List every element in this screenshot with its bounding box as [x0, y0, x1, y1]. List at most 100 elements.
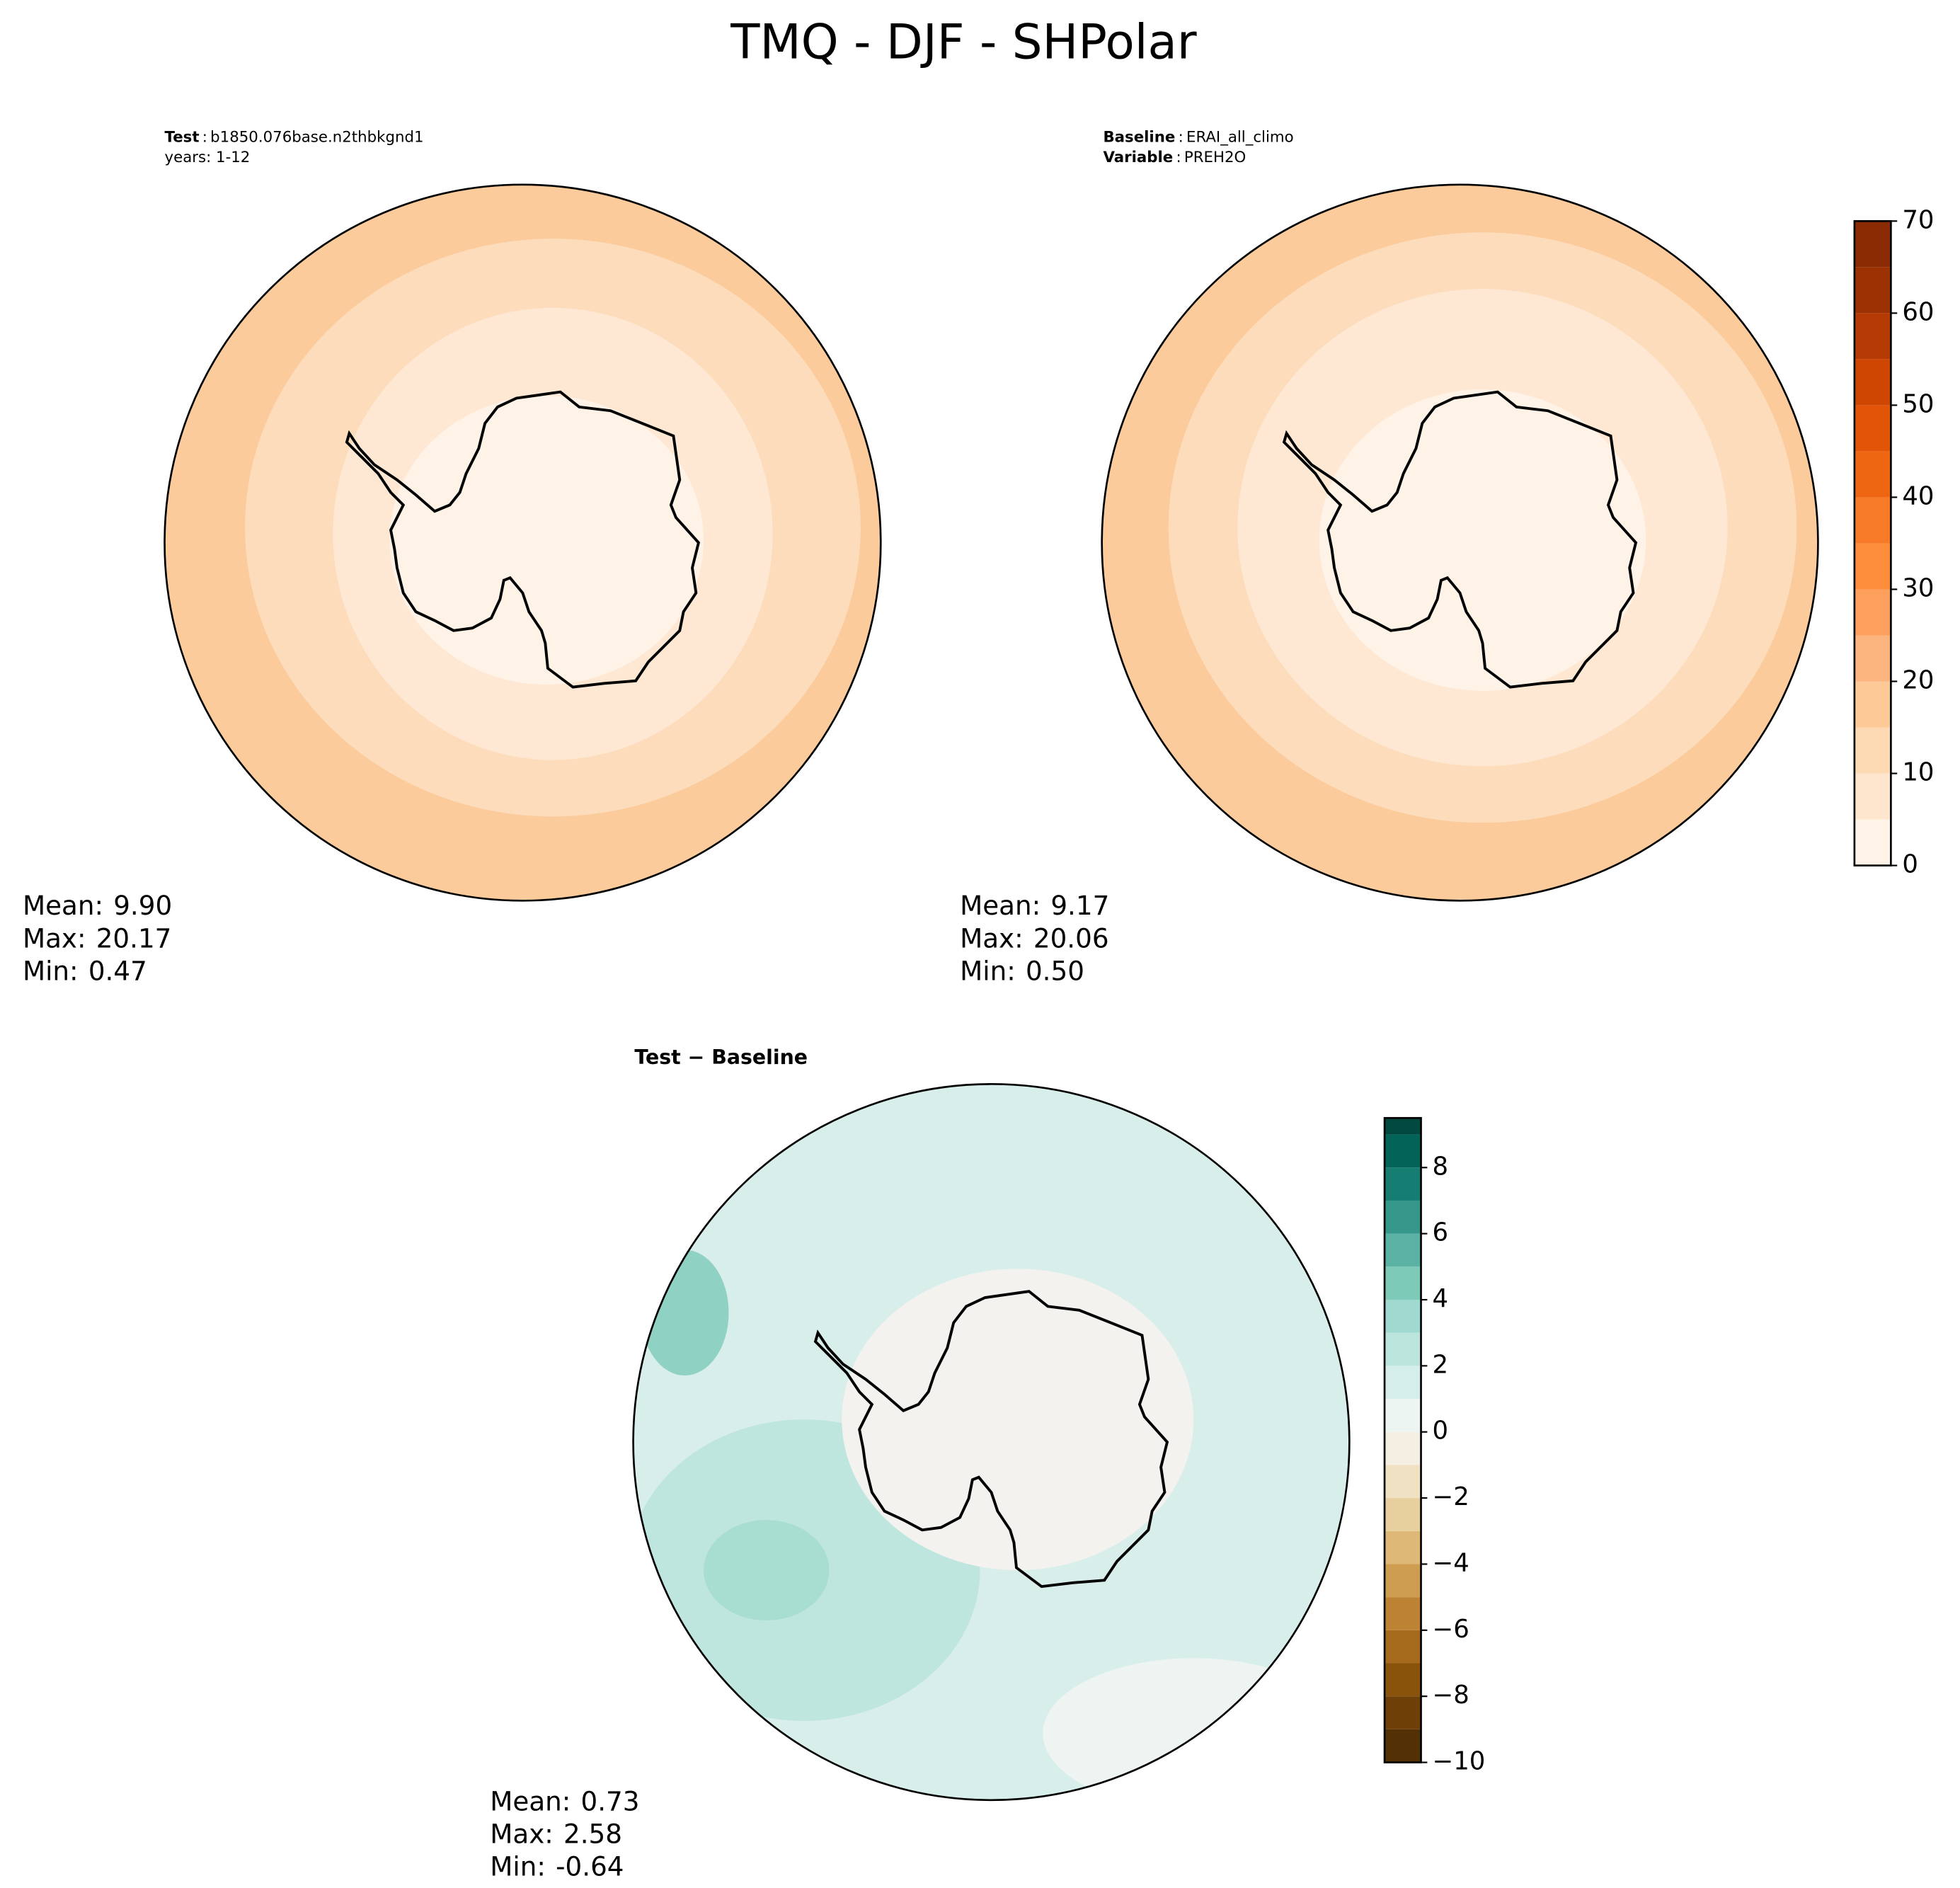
- colorbar-band: [1385, 1431, 1421, 1465]
- stat: Max: 20.17: [23, 922, 171, 954]
- colorbar-band: [1854, 221, 1891, 268]
- colorbar-band: [1385, 1531, 1421, 1564]
- colorbar-band: [1854, 681, 1891, 728]
- colorbar-band: [1385, 1366, 1421, 1400]
- colorbar-band: [1385, 1118, 1421, 1135]
- separator: :: [200, 129, 211, 147]
- figure-title: TMQ - DJF - SHPolar: [730, 13, 1197, 69]
- colorbar-band: [1385, 1332, 1421, 1366]
- stat-label: Max:: [23, 922, 86, 954]
- colorbar-band: [1854, 819, 1891, 866]
- colorbar-band: [1854, 727, 1891, 774]
- colorbar-band: [1385, 1564, 1421, 1598]
- map-baseline: [1101, 184, 1818, 901]
- map-test: [164, 184, 881, 901]
- colorbar-frame: [1853, 219, 1892, 866]
- separator: :: [1175, 129, 1186, 147]
- colorbar-band: [1854, 267, 1891, 314]
- panel-subtitle: years: 1-12: [165, 149, 251, 166]
- stat-label: Max:: [960, 922, 1024, 954]
- stat-label: Mean:: [490, 1785, 571, 1817]
- colorbar-band: [1385, 1266, 1421, 1300]
- value: b1850.076base.n2thbkgnd1: [210, 129, 423, 147]
- stat-label: Mean:: [23, 890, 103, 921]
- stat-value: 9.17: [1050, 890, 1109, 921]
- tick-label: 6: [1433, 1218, 1449, 1247]
- colorbar-band: [1854, 635, 1891, 682]
- stat-label: Min:: [960, 955, 1016, 986]
- colorbar-band: [1385, 1696, 1421, 1729]
- tick-label: 0: [1433, 1417, 1449, 1446]
- value: PREH2O: [1184, 149, 1246, 166]
- stat: Mean: 9.17: [960, 890, 1109, 921]
- stat: Min: -0.64: [490, 1850, 624, 1882]
- colorbar-band: [1854, 589, 1891, 636]
- stat-label: Min:: [490, 1850, 546, 1882]
- stat: Max: 20.06: [960, 922, 1108, 954]
- tick-label: 4: [1433, 1284, 1449, 1313]
- colorbar-band: [1385, 1233, 1421, 1267]
- colorbar-band: [1385, 1300, 1421, 1333]
- colorbar-band: [1854, 497, 1891, 544]
- tick-label: 10: [1902, 758, 1934, 787]
- stat-value: 2.58: [563, 1818, 622, 1849]
- tick-label: 2: [1433, 1350, 1449, 1379]
- panel-title: Test − Baseline: [634, 1046, 808, 1069]
- colorbar-band: [1385, 1729, 1421, 1763]
- label: Variable: [1103, 149, 1173, 166]
- tick-label: 40: [1902, 481, 1934, 510]
- tick-label: 30: [1902, 573, 1934, 602]
- colorbar-frame: [1383, 1116, 1422, 1763]
- stat-value: 9.90: [113, 890, 172, 921]
- stat-value: 20.06: [1033, 922, 1109, 954]
- colorbar-band: [1854, 359, 1891, 406]
- colorbar-band: [1854, 543, 1891, 590]
- tick-label: 60: [1902, 297, 1934, 326]
- stat-label: Mean:: [960, 890, 1041, 921]
- stat-label: Max:: [490, 1818, 554, 1849]
- colorbar-band: [1385, 1498, 1421, 1531]
- colorbar-band: [1385, 1630, 1421, 1664]
- tick-label: −10: [1433, 1747, 1486, 1776]
- label: Baseline: [1103, 129, 1175, 147]
- map-border: [164, 183, 882, 902]
- stat: Min: 0.50: [960, 955, 1084, 986]
- tick-label: 0: [1902, 850, 1918, 879]
- tick-label: −2: [1433, 1482, 1469, 1511]
- map-border: [1101, 183, 1819, 902]
- stat-label: Min:: [23, 955, 79, 986]
- colorbar-band: [1385, 1200, 1421, 1234]
- stat: Min: 0.47: [23, 955, 147, 986]
- map-difference: [633, 1084, 1350, 1800]
- tick-label: 20: [1902, 666, 1934, 695]
- stat: Mean: 9.90: [23, 890, 172, 921]
- colorbar-band: [1385, 1465, 1421, 1499]
- colorbar-band: [1385, 1167, 1421, 1201]
- stat-value: 0.47: [88, 955, 147, 986]
- tick-label: 70: [1902, 205, 1934, 234]
- value: ERAI_all_climo: [1186, 129, 1294, 147]
- colorbar-band: [1854, 405, 1891, 452]
- panel-subtitle: Test : b1850.076base.n2thbkgnd1: [165, 129, 424, 147]
- tick-label: −8: [1433, 1681, 1469, 1710]
- stat: Max: 2.58: [490, 1818, 622, 1849]
- colorbar-band: [1854, 451, 1891, 498]
- tick-label: 8: [1433, 1152, 1449, 1181]
- stat-value: 0.73: [581, 1785, 640, 1817]
- label: Test: [165, 129, 200, 147]
- stat-value: -0.64: [556, 1850, 624, 1882]
- panel-subtitle: Variable : PREH2O: [1103, 149, 1246, 166]
- tick-label: −4: [1433, 1548, 1469, 1577]
- colorbar-band: [1854, 313, 1891, 360]
- colorbar-band: [1385, 1134, 1421, 1168]
- colorbar-band: [1385, 1663, 1421, 1697]
- stat-value: 0.50: [1026, 955, 1084, 986]
- stat: Mean: 0.73: [490, 1785, 639, 1817]
- colorbar-band: [1385, 1597, 1421, 1630]
- tick-label: 50: [1902, 389, 1934, 418]
- map-border: [632, 1083, 1351, 1802]
- panel-subtitle: Baseline : ERAI_all_climo: [1103, 129, 1293, 147]
- tick-label: −6: [1433, 1615, 1469, 1644]
- stat-value: 20.17: [96, 922, 172, 954]
